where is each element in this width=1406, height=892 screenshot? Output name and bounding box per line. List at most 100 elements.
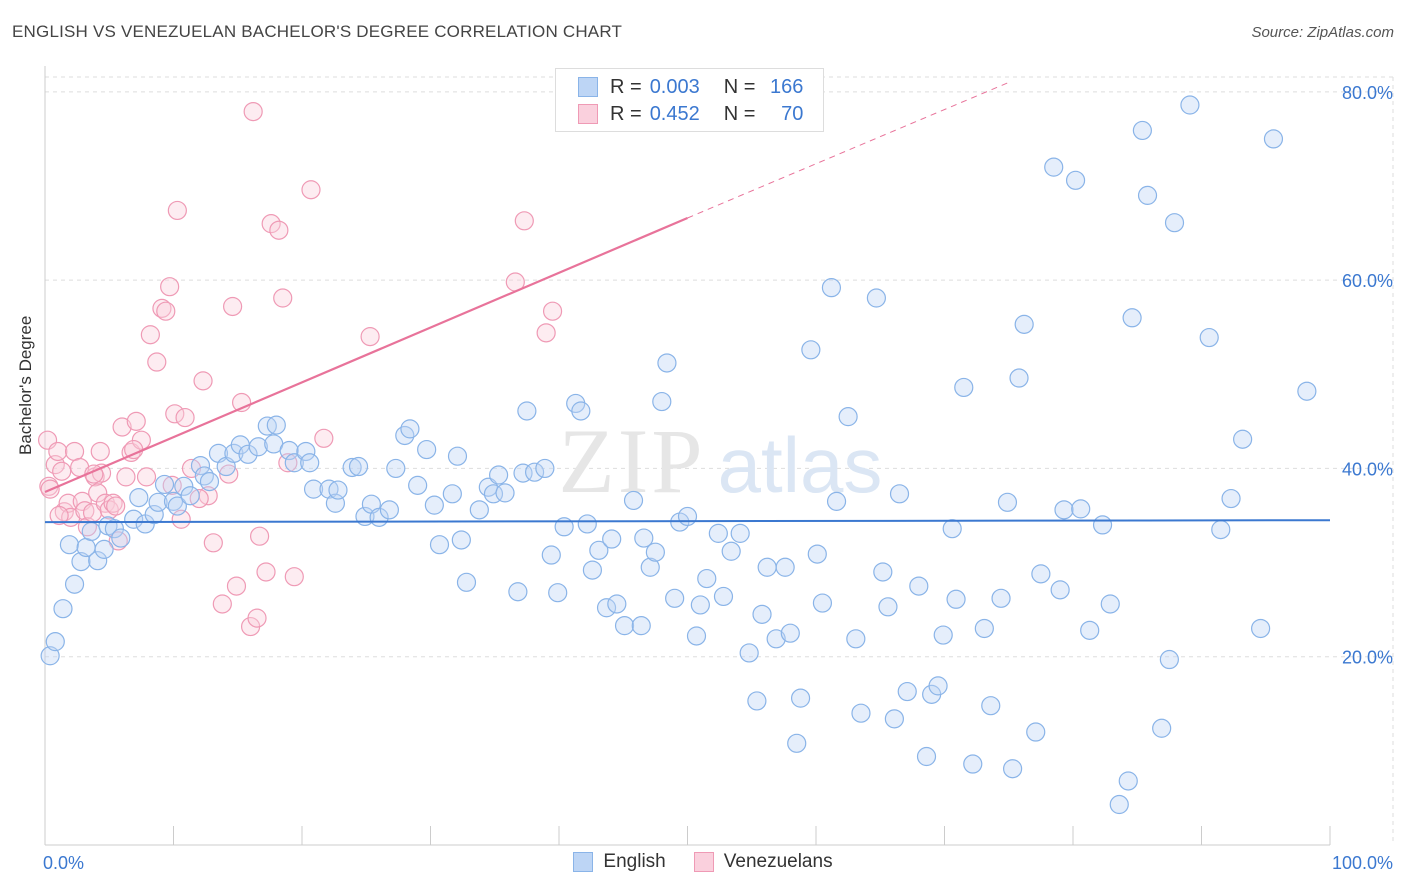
english-point — [104, 519, 124, 539]
legend-item-english[interactable]: English — [573, 851, 666, 873]
english-point — [974, 618, 994, 639]
english-point — [342, 457, 362, 478]
english-point — [873, 562, 893, 582]
english-point — [379, 500, 399, 520]
english-point — [517, 401, 537, 421]
english-point — [645, 542, 665, 562]
english-point — [489, 465, 509, 485]
english-point — [752, 604, 772, 624]
venezuelans-point — [52, 461, 72, 481]
english-point — [933, 625, 953, 645]
x-tick-label: 100.0% — [1332, 853, 1393, 873]
english-point — [582, 560, 603, 580]
english-point — [1118, 771, 1138, 791]
english-point — [1297, 381, 1317, 401]
english-point — [167, 496, 187, 516]
y-axis-label: Bachelor's Degree — [16, 315, 35, 455]
venezuelans-point — [116, 467, 136, 487]
tick-labels: 20.0% 40.0% 60.0% 80.0% 0.0% 100.0% — [43, 83, 1393, 873]
english-point — [602, 529, 622, 549]
stats-box: R = 0.003 N = 166 R = 0.452 N = 70 — [555, 68, 824, 132]
english-point — [417, 439, 437, 460]
english-point — [451, 530, 471, 550]
english-point — [94, 539, 114, 559]
english-point — [284, 453, 304, 473]
english-point — [697, 568, 717, 589]
english-point — [589, 540, 609, 560]
venezuelans-point — [90, 441, 110, 462]
venezuelans-point — [284, 567, 304, 587]
venezuelans-point — [167, 200, 187, 221]
english-point — [1071, 499, 1091, 519]
english-point — [300, 453, 320, 473]
english-point — [495, 483, 515, 503]
english-point — [1132, 120, 1152, 141]
english-point — [535, 458, 555, 479]
english-point — [981, 696, 1001, 716]
english-point — [739, 643, 759, 663]
english-point — [194, 466, 214, 486]
venezuelans-point — [48, 441, 68, 462]
english-point — [1159, 649, 1179, 670]
legend-item-venezuelans[interactable]: Venezuelans — [693, 851, 833, 873]
legend-label-venezuelans: Venezuelans — [723, 851, 833, 872]
english-point — [1233, 429, 1253, 449]
english-point — [148, 492, 168, 512]
english-point — [71, 552, 91, 572]
stats-n-value: 70 — [781, 102, 804, 125]
venezuelans-point — [212, 594, 232, 614]
stats-row-english: R = 0.003 N = 166 — [578, 73, 803, 101]
venezuelans-point — [140, 325, 160, 345]
english-point — [328, 480, 348, 500]
english-point — [180, 486, 200, 506]
legend-label-english: English — [603, 851, 666, 872]
english-point — [296, 441, 316, 462]
english-point — [1199, 327, 1219, 348]
venezuelans-point — [64, 441, 85, 462]
stats-r-value: 0.452 — [649, 102, 700, 125]
english-point — [508, 582, 528, 602]
english-point — [1221, 488, 1241, 509]
venezuelans-point — [160, 277, 180, 297]
y-tick-label: 40.0% — [1342, 459, 1393, 479]
english-point — [1100, 594, 1120, 614]
english-point — [190, 455, 211, 476]
english-point — [154, 474, 175, 495]
english-point — [524, 462, 545, 482]
english-point — [909, 576, 929, 596]
english-point — [889, 484, 910, 504]
english-point — [954, 377, 974, 398]
english-point — [747, 691, 767, 711]
source-label: Source: ZipAtlas.com — [1251, 24, 1394, 41]
english-point — [1137, 185, 1158, 205]
english-point — [640, 557, 660, 577]
english-point — [64, 574, 85, 594]
english-point — [1263, 129, 1284, 149]
english-point — [1009, 368, 1029, 388]
english-point — [174, 476, 194, 496]
series-venezuelans — [37, 101, 563, 637]
venezuelans-point — [165, 404, 185, 424]
english-point — [916, 746, 937, 767]
english-point — [199, 471, 220, 492]
english-point — [866, 288, 886, 308]
venezuelans-point — [314, 428, 334, 448]
english-point — [821, 278, 842, 298]
venezuelans-point — [249, 526, 270, 546]
english-point — [634, 528, 654, 548]
watermark-zip: ZIP — [559, 410, 706, 512]
english-point — [665, 588, 685, 608]
stats-swatch-english — [578, 77, 598, 97]
axes — [44, 66, 1331, 846]
english-point — [238, 444, 258, 464]
y-tick-label: 60.0% — [1342, 271, 1393, 291]
english-point — [851, 703, 871, 723]
english-point — [657, 353, 677, 373]
english-point — [1109, 794, 1129, 815]
english-point — [807, 544, 827, 564]
venezuelans-point — [536, 323, 556, 343]
english-point — [623, 490, 644, 511]
legend: English Venezuelans — [0, 851, 1406, 873]
english-point — [456, 572, 477, 592]
